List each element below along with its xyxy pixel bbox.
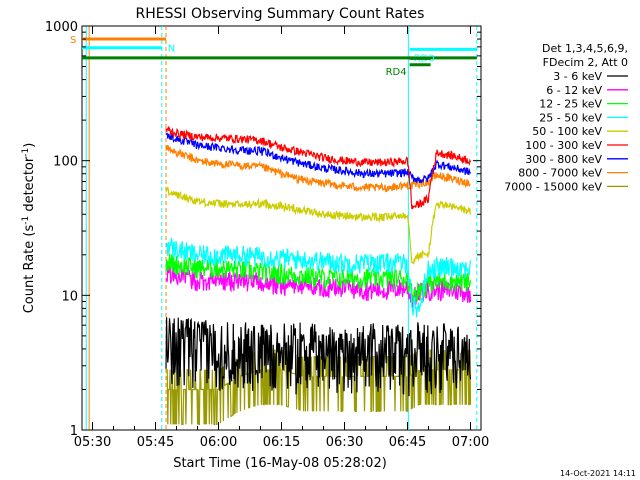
x-tick-label-06-45: 06:45 (389, 435, 426, 450)
series-line-3-6-kev (165, 317, 472, 397)
y-tick-label-10: 10 (61, 289, 78, 304)
y-axis-label-sup2: -1 (21, 148, 31, 157)
x-axis-label: Start Time (16-May-08 05:28:02) (173, 456, 387, 471)
series-line-12-25-kev (165, 253, 472, 303)
series-line-100-300-kev (165, 125, 472, 210)
x-tick-label-06-15: 06:15 (263, 435, 300, 450)
y-tick-label-100: 100 (53, 155, 78, 170)
x-tick-label-06-00: 06:00 (200, 435, 237, 450)
y-axis-label-mid: detector (22, 156, 37, 216)
legend-label-7000-15000-kev: 7000 - 15000 keV (504, 180, 602, 193)
series-group (165, 125, 472, 425)
legend-header-line2: FDecim 2, Att 0 (543, 56, 628, 69)
y-axis-label: Count Rate (s-1 detector-1) (21, 143, 37, 314)
chart-title: RHESSI Observing Summary Count Rates (136, 6, 425, 22)
x-tick-label-06-30: 06:30 (326, 435, 363, 450)
series-line-50-100-kev (165, 185, 472, 265)
y-axis-label-main: Count Rate (s (22, 225, 37, 314)
y-tick-label-1: 1 (70, 424, 78, 439)
y-axis-label-end: ) (22, 143, 37, 148)
legend-label-300-800-kev: 300 - 800 keV (525, 153, 602, 166)
series-line-300-800-kev (165, 132, 472, 184)
x-tick-label-05-45: 05:45 (137, 435, 174, 450)
flag-label-rd4: RD4 (386, 67, 407, 78)
series-line-800-7000-kev (165, 145, 471, 193)
legend-label-6-12-kev: 6 - 12 keV (546, 84, 602, 97)
flag-label-n: N (168, 44, 175, 55)
legend-label-25-50-kev: 25 - 50 keV (539, 111, 602, 124)
x-tick-label-05-30: 05:30 (74, 435, 111, 450)
legend-label-100-300-kev: 100 - 300 keV (525, 139, 602, 152)
legend-label-3-6-kev: 3 - 6 keV (553, 70, 602, 83)
legend-label-800-7000-kev: 800 - 7000 keV (518, 167, 602, 180)
series-line-25-50-kev (165, 236, 472, 318)
flag-bars: SNRD0RD4 (70, 35, 477, 78)
x-tick-label-07-00: 07:00 (452, 435, 489, 450)
legend-header-line1: Det 1,3,4,5,6,9, (542, 42, 628, 55)
footer-date: 14-Oct-2021 14:11 (560, 469, 636, 478)
y-tick-label-1000: 1000 (45, 20, 78, 35)
legend-label-50-100-kev: 50 - 100 keV (532, 125, 602, 138)
axes: 05:30 05:45 06:00 06:15 06:30 06:45 07:00 1 10 10… (45, 20, 489, 450)
y-axis-label-sup1: -1 (21, 216, 31, 225)
legend-label-12-25-kev: 12 - 25 keV (539, 98, 602, 111)
flag-label-s: S (70, 35, 76, 46)
